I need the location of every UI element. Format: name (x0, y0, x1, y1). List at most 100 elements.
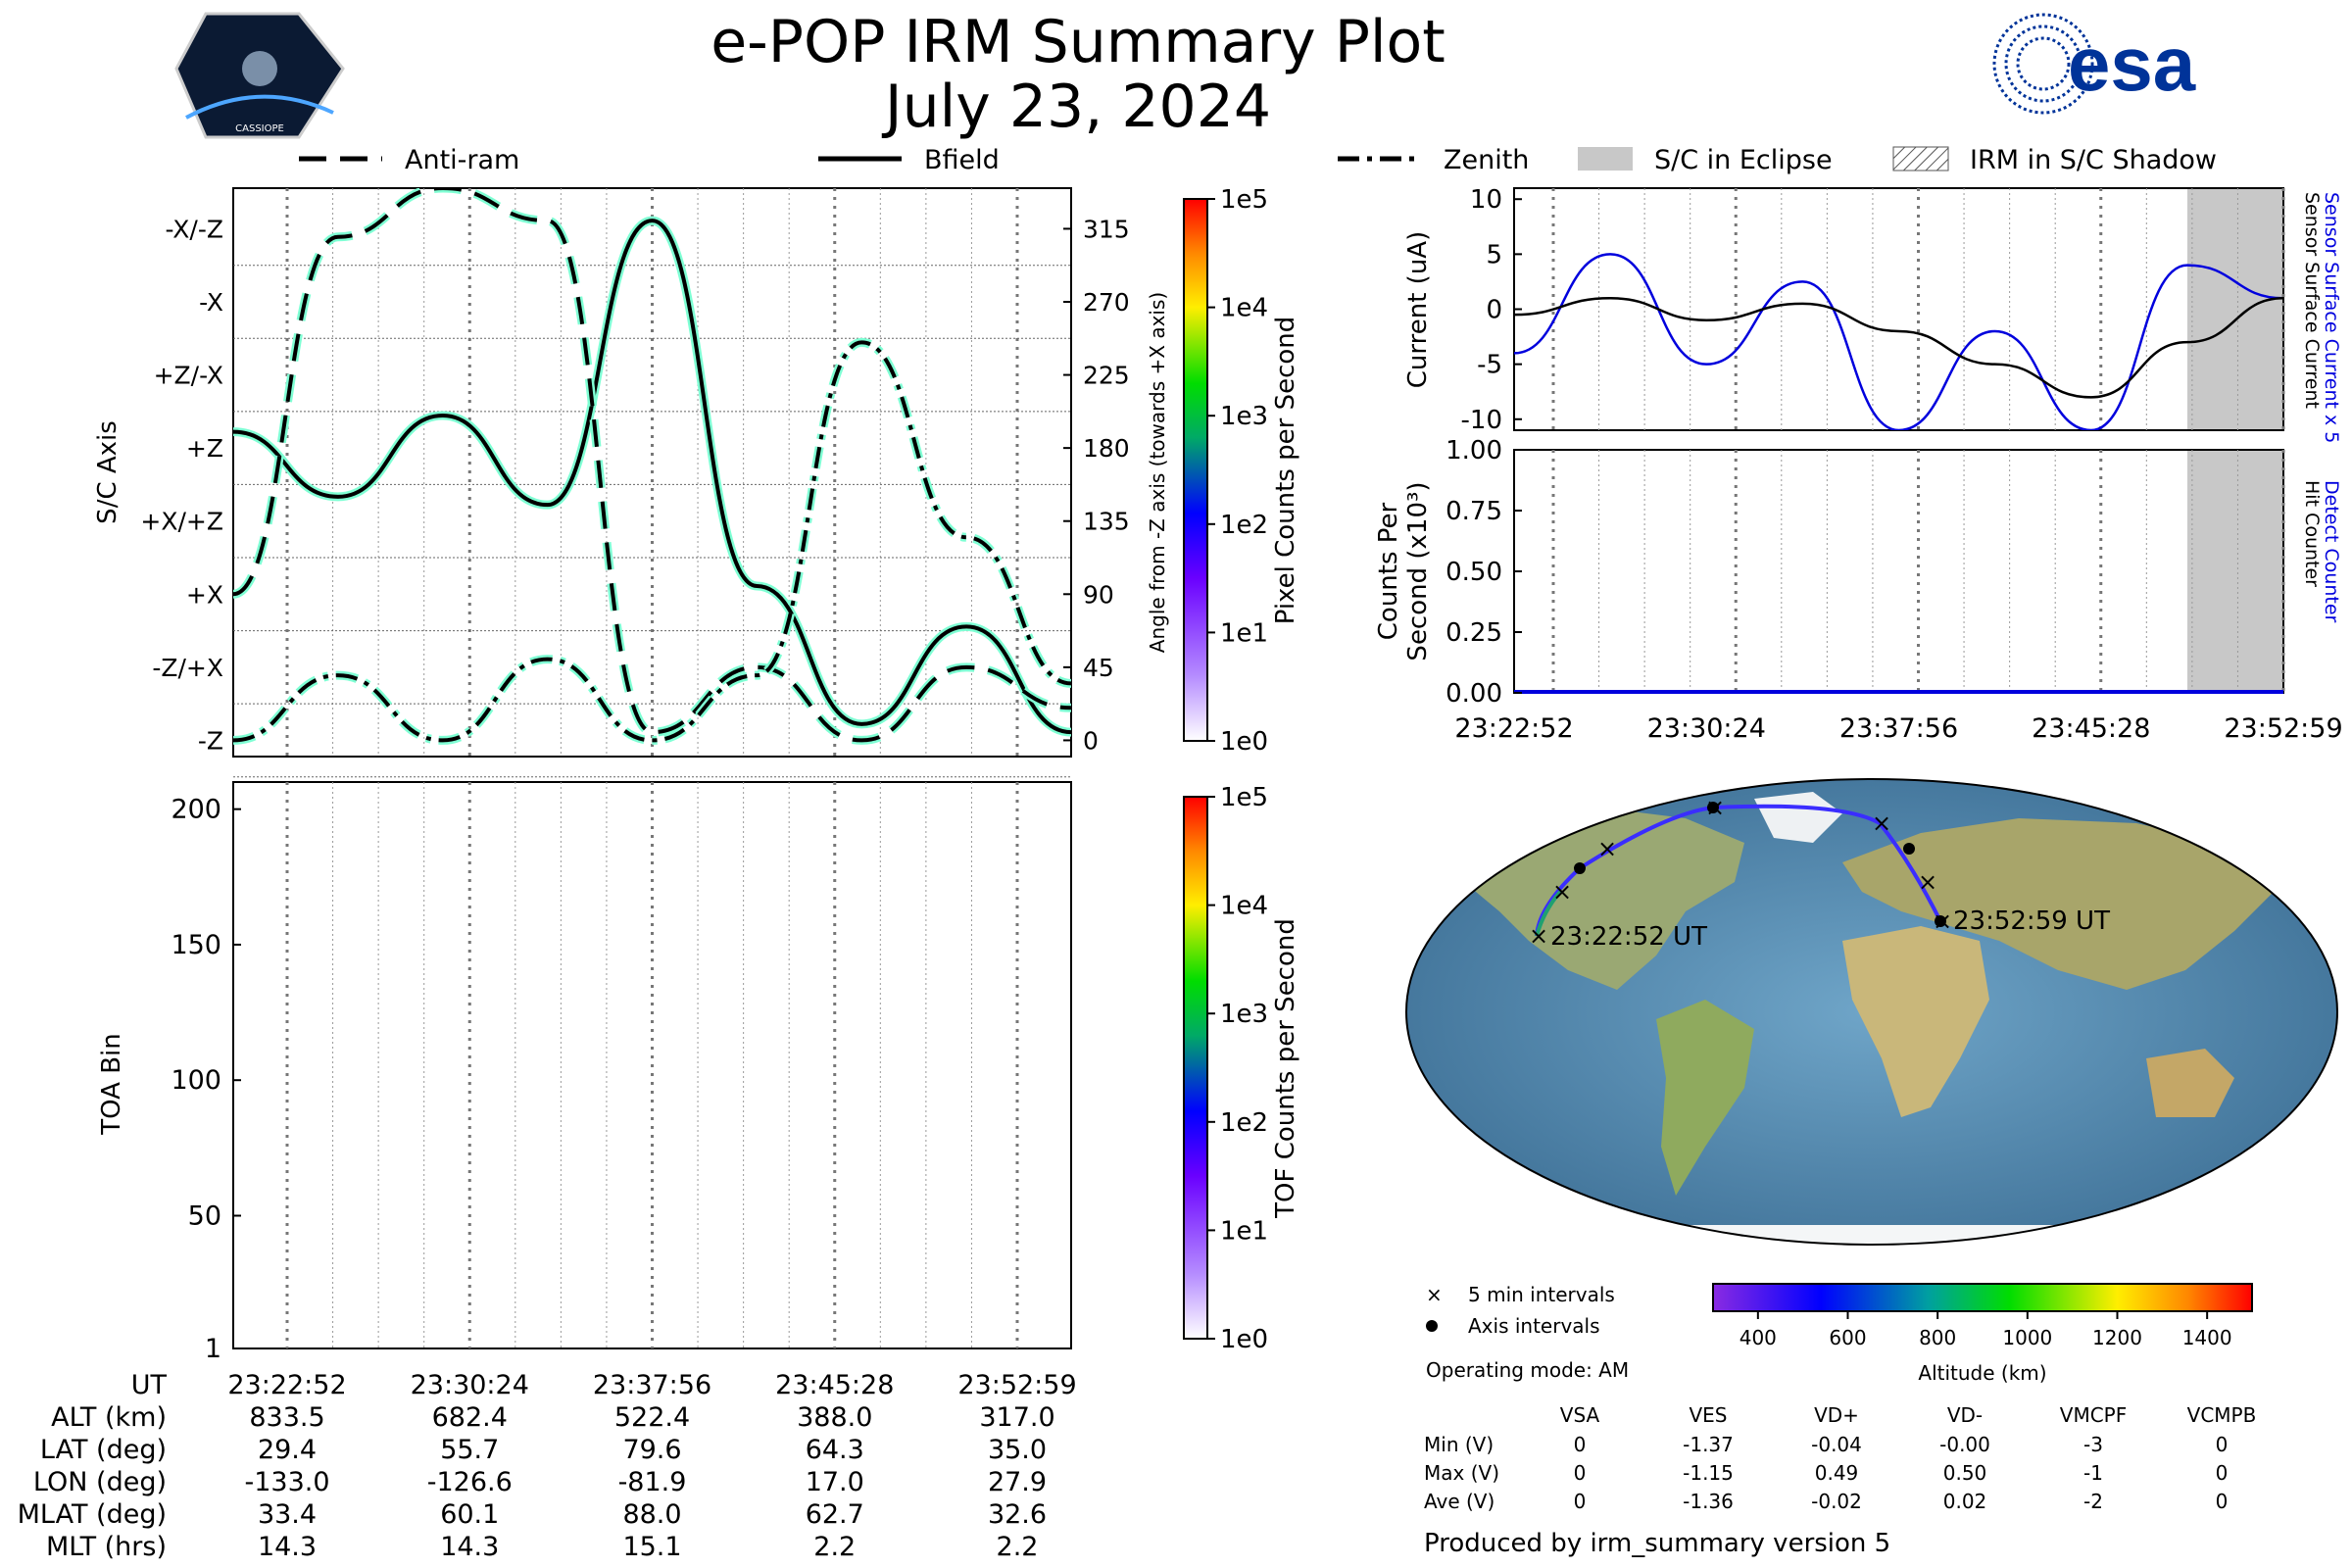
counts-time-tick: 23:37:56 (1839, 713, 1958, 744)
voltage-cell: 0.50 (1943, 1461, 1987, 1485)
page-date: July 23, 2024 (884, 73, 1272, 141)
axis-trace-zenith (233, 340, 1071, 743)
axis-left-tick: +X (186, 580, 223, 609)
track-5min-marker: × (1529, 922, 1548, 950)
current-trace-1 (1514, 297, 2283, 399)
voltage-cell: -1.36 (1683, 1490, 1734, 1513)
voltage-cell: 0 (2216, 1461, 2229, 1485)
ephem-cell: 14.3 (440, 1532, 499, 1562)
colorbar-tick-label: 1e3 (1220, 1000, 1268, 1029)
counts-right-label-black: Hit Counter (2301, 480, 2323, 587)
counts-time-tick: 23:22:52 (1454, 713, 1573, 744)
footer-text: Produced by irm_summary version 5 (1424, 1529, 1890, 1558)
altitude-tick-label: 1400 (2182, 1326, 2232, 1349)
colorbar-tick-label: 1e0 (1220, 1325, 1268, 1354)
legend-right-label-1: IRM in S/C Shadow (1970, 145, 2217, 175)
legend-axis-intervals: Axis intervals (1468, 1314, 1600, 1338)
panel-sc-axis: -X/-Z -X +Z/-X +Z +X/+Z +X -Z/+X -Z 315 270 225 18… (93, 187, 1169, 778)
ephem-time: 23:52:59 (957, 1370, 1076, 1400)
toa-tick-label: 150 (171, 930, 221, 960)
voltage-col-header: VD+ (1814, 1403, 1859, 1427)
ephem-cell: 2.2 (813, 1532, 856, 1562)
voltage-col-header: VES (1689, 1403, 1727, 1427)
legend-swatch-0 (1578, 147, 1633, 171)
colorbar-tick-label: 1e2 (1220, 1108, 1268, 1138)
toa-tick-label: 1 (205, 1334, 221, 1364)
ephem-ut-label: UT (131, 1370, 168, 1400)
counts-tick-label: 0.25 (1446, 618, 1502, 648)
counts-time-tick: 23:52:59 (2224, 713, 2342, 744)
legend-label-2: Zenith (1444, 145, 1529, 175)
ephem-cell: 682.4 (432, 1402, 508, 1433)
colorbar-tick-label: 1e2 (1220, 511, 1268, 540)
colorbar-tick-label: 1e4 (1220, 892, 1268, 921)
axis-right-tick: 45 (1083, 654, 1114, 682)
track-axis-marker (1707, 802, 1719, 813)
axis-right-tick: 270 (1083, 288, 1130, 317)
colorbar-tick-label: 1e1 (1220, 1216, 1268, 1246)
cassiope-logo: CASSIOPE (174, 12, 345, 139)
colorbar-tick-label: 1e1 (1220, 618, 1268, 648)
ephem-cell: 60.1 (440, 1499, 499, 1530)
ephem-cell: -133.0 (244, 1467, 329, 1497)
track-axis-marker (1935, 915, 1946, 927)
page-title: e-POP IRM Summary Plot (710, 8, 1446, 76)
voltage-col-header: VD- (1947, 1403, 1983, 1427)
counts-tick-label: 1.00 (1446, 436, 1502, 466)
colorbar-pixel-label: Pixel Counts per Second (1271, 317, 1300, 625)
current-tick-label: 5 (1486, 240, 1502, 270)
axis-right-tick: 0 (1083, 726, 1099, 755)
ephem-cell: -126.6 (427, 1467, 513, 1497)
ephem-cell: -81.9 (618, 1467, 687, 1497)
ephem-cell: 388.0 (797, 1402, 872, 1433)
map-end-label: 23:52:59 UT (1953, 906, 2110, 936)
axis-right-tick: 315 (1083, 215, 1130, 243)
sc-axis-ylabel-right: Angle from -Z axis (towards +X axis) (1146, 292, 1169, 653)
counts-tick-label: 0.75 (1446, 497, 1502, 526)
ground-track-start (1535, 890, 1562, 937)
ephem-cell: 15.1 (622, 1532, 681, 1562)
ephem-row-label: MLT (hrs) (46, 1532, 167, 1562)
voltage-cell: -3 (2083, 1433, 2103, 1456)
voltage-cell: 0 (1574, 1433, 1587, 1456)
ephem-cell: 32.6 (988, 1499, 1047, 1530)
axis-left-tick: -Z/+X (152, 654, 223, 682)
current-ylabel: Current (uA) (1403, 231, 1433, 388)
legend-x-marker: × (1426, 1283, 1443, 1306)
voltage-col-header: VMCPF (2060, 1403, 2127, 1427)
legend-right-label-0: S/C in Eclipse (1654, 145, 1833, 175)
altitude-tick-label: 1000 (2002, 1326, 2052, 1349)
ephem-cell: 33.4 (258, 1499, 317, 1530)
ephemeris-table: UT 23:22:52 23:30:24 23:37:56 23:45:28 23:52:… (18, 1370, 1077, 1562)
counts-right-label-blue: Detect Counter (2321, 480, 2342, 623)
voltage-cell: 0 (1574, 1461, 1587, 1485)
altitude-tick-label: 400 (1740, 1326, 1777, 1349)
altitude-tick-label: 800 (1919, 1326, 1956, 1349)
axis-left-tick: -X (199, 288, 223, 317)
voltage-cell: -1 (2083, 1461, 2103, 1485)
ephem-time: 23:22:52 (227, 1370, 346, 1400)
track-5min-marker: × (1872, 809, 1891, 837)
voltage-cell: -0.04 (1811, 1433, 1862, 1456)
ephem-time: 23:45:28 (775, 1370, 894, 1400)
voltage-row-label: Min (V) (1424, 1433, 1494, 1456)
counts-frame (1513, 449, 2284, 694)
current-tick-label: 10 (1470, 185, 1502, 215)
ephem-cell: 17.0 (806, 1467, 864, 1497)
altitude-tick-label: 1200 (2092, 1326, 2142, 1349)
voltage-cell: -0.02 (1811, 1490, 1862, 1513)
voltage-cell: -2 (2083, 1490, 2103, 1513)
colorbar-tick-label: 1e0 (1220, 727, 1268, 757)
axis-trace-anti-ram (233, 188, 1071, 743)
current-tick-label: -10 (1461, 406, 1502, 435)
ephem-cell: 88.0 (622, 1499, 681, 1530)
colorbar-pixel: 1e0 1e1 1e2 1e3 1e4 1e5 Pixel Counts per Seco… (1183, 185, 1300, 757)
axis-right-tick: 225 (1083, 362, 1130, 390)
voltage-cell: -0.00 (1939, 1433, 1990, 1456)
voltage-cell: 0 (1574, 1490, 1587, 1513)
track-axis-marker (1574, 862, 1586, 874)
axis-trace-bfield (233, 219, 1071, 735)
voltage-col-header: VCMPB (2187, 1403, 2257, 1427)
current-tick-label: -5 (1477, 351, 1502, 380)
